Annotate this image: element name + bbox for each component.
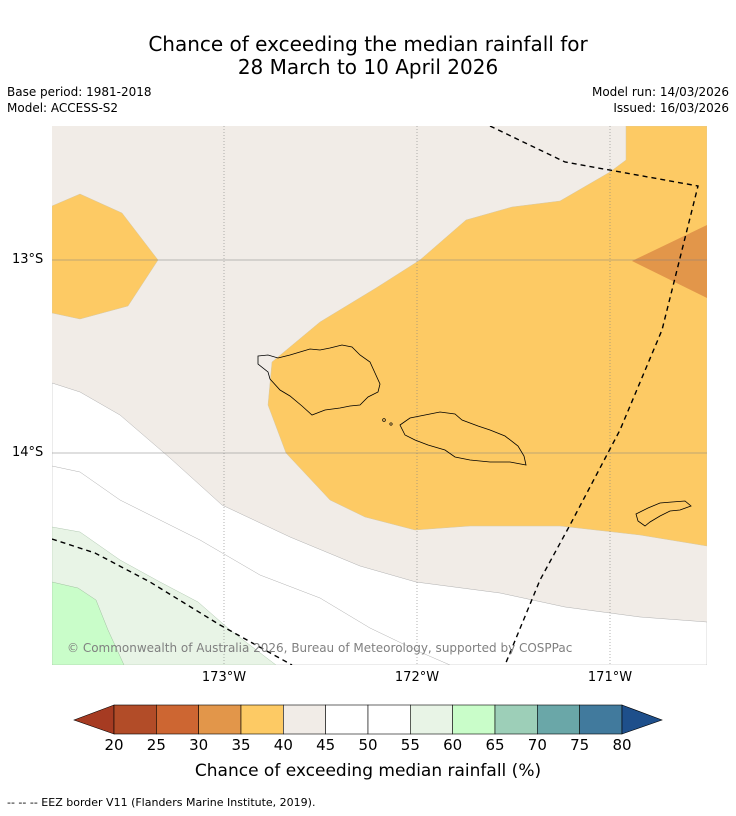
map-svg <box>52 126 707 665</box>
colorbar-cell <box>240 704 284 735</box>
colorbar-cell <box>113 704 157 735</box>
colorbar-tick-label: 20 <box>104 736 124 754</box>
lon-label-171w: 171°W <box>587 670 633 685</box>
islet <box>382 418 386 422</box>
forecast-map: © Commonwealth of Australia 2026, Bureau… <box>52 126 707 665</box>
copyright-notice: © Commonwealth of Australia 2026, Bureau… <box>67 641 573 655</box>
region-45-55 <box>52 382 707 665</box>
colorbar-tick-label: 25 <box>146 736 166 754</box>
colorbar-cell <box>410 704 453 735</box>
colorbar-tick-label: 75 <box>570 736 590 754</box>
model-run: Model run: 14/03/2026 <box>591 85 729 99</box>
islet <box>389 422 393 426</box>
base-period: Base period: 1981-2018 <box>7 85 152 99</box>
colorbar-under-arrow <box>73 704 115 735</box>
colorbar-tick-label: 80 <box>612 736 632 754</box>
colorbar-tick-label: 70 <box>527 736 547 754</box>
region-60-65 <box>52 581 125 665</box>
contour-line <box>52 465 451 665</box>
colorbar-over-arrow <box>621 704 663 735</box>
eez-legend-note: -- -- -- EEZ border V11 (Flanders Marine… <box>7 796 316 809</box>
colorbar-tick-label: 50 <box>358 736 378 754</box>
colorbar-cell <box>283 704 326 735</box>
model-name: Model: ACCESS-S2 <box>7 101 119 115</box>
eez-border-southwest <box>52 538 293 665</box>
eez-border-east <box>489 126 699 665</box>
colorbar <box>73 704 663 735</box>
colorbar-cell <box>367 704 411 735</box>
island-upolu <box>399 411 527 466</box>
lon-label-173w: 173°W <box>201 670 247 685</box>
island-savaii <box>257 344 381 416</box>
colorbar-tick-label: 65 <box>485 736 505 754</box>
lat-label-14s: 14°S <box>12 445 44 460</box>
colorbar-cell <box>579 704 623 735</box>
colorbar-cell <box>325 704 369 735</box>
colorbar-cell <box>156 704 199 735</box>
issued-date: Issued: 16/03/2026 <box>613 101 729 115</box>
colorbar-tick-label: 35 <box>231 736 251 754</box>
colorbar-tick-label: 40 <box>273 736 293 754</box>
colorbar-cell <box>452 704 496 735</box>
region-30-35 <box>632 225 707 298</box>
colorbar-cell <box>537 704 580 735</box>
colorbar-tick-label: 60 <box>443 736 463 754</box>
colorbar-cell <box>198 704 242 735</box>
lat-label-13s: 13°S <box>12 252 44 267</box>
colorbar-label: Chance of exceeding median rainfall (%) <box>194 761 542 781</box>
colorbar-tick-label: 45 <box>316 736 336 754</box>
colorbar-tick-label: 30 <box>189 736 209 754</box>
colorbar-tick-label: 55 <box>400 736 420 754</box>
colorbar-cell <box>494 704 538 735</box>
region-35-40-main <box>267 126 707 547</box>
region-35-40-west <box>52 193 159 320</box>
chart-title-line-2: 28 March to 10 April 2026 <box>237 55 499 79</box>
chart-title-line-1: Chance of exceeding the median rainfall … <box>148 32 588 56</box>
lon-label-172w: 172°W <box>394 670 440 685</box>
island-tutuila <box>635 500 692 527</box>
